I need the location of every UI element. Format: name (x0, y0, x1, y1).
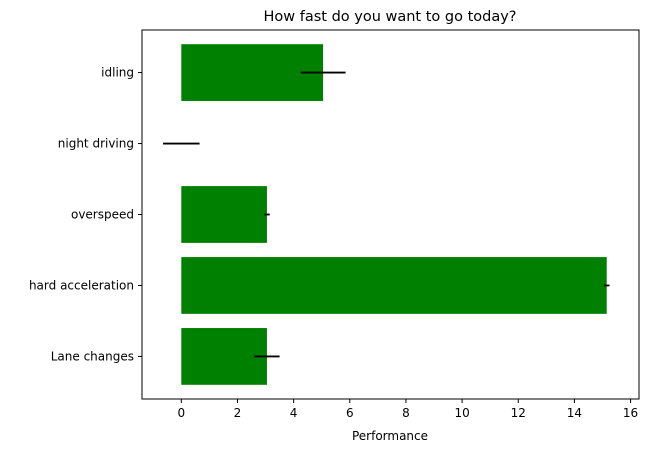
x-tick-label: 14 (567, 406, 582, 420)
x-tick-label: 6 (346, 406, 354, 420)
bar (181, 257, 607, 314)
y-tick-label: hard acceleration (29, 278, 134, 292)
x-tick-label: 10 (454, 406, 469, 420)
error-bars-layer (163, 71, 610, 358)
x-axis-label: Performance (352, 429, 428, 443)
x-tick-label: 16 (623, 406, 638, 420)
bars-layer (181, 44, 607, 385)
y-tick-label: Lane changes (51, 349, 134, 363)
y-axis: Lane changes hard acceleration overspeed ni… (29, 66, 142, 363)
x-tick-label: 12 (511, 406, 526, 420)
y-tick-label: night driving (58, 137, 134, 151)
bar (181, 44, 324, 101)
chart-title: How fast do you want to go today? (263, 9, 516, 25)
x-axis: 0 2 4 6 8 10 12 14 16 (177, 399, 638, 420)
y-tick-label: idling (101, 66, 134, 80)
x-tick-label: 0 (177, 406, 185, 420)
x-tick-label: 2 (234, 406, 242, 420)
x-tick-label: 4 (290, 406, 298, 420)
x-tick-label: 8 (402, 406, 410, 420)
bar (181, 328, 267, 385)
y-tick-label: overspeed (71, 208, 134, 222)
bar (181, 186, 267, 243)
